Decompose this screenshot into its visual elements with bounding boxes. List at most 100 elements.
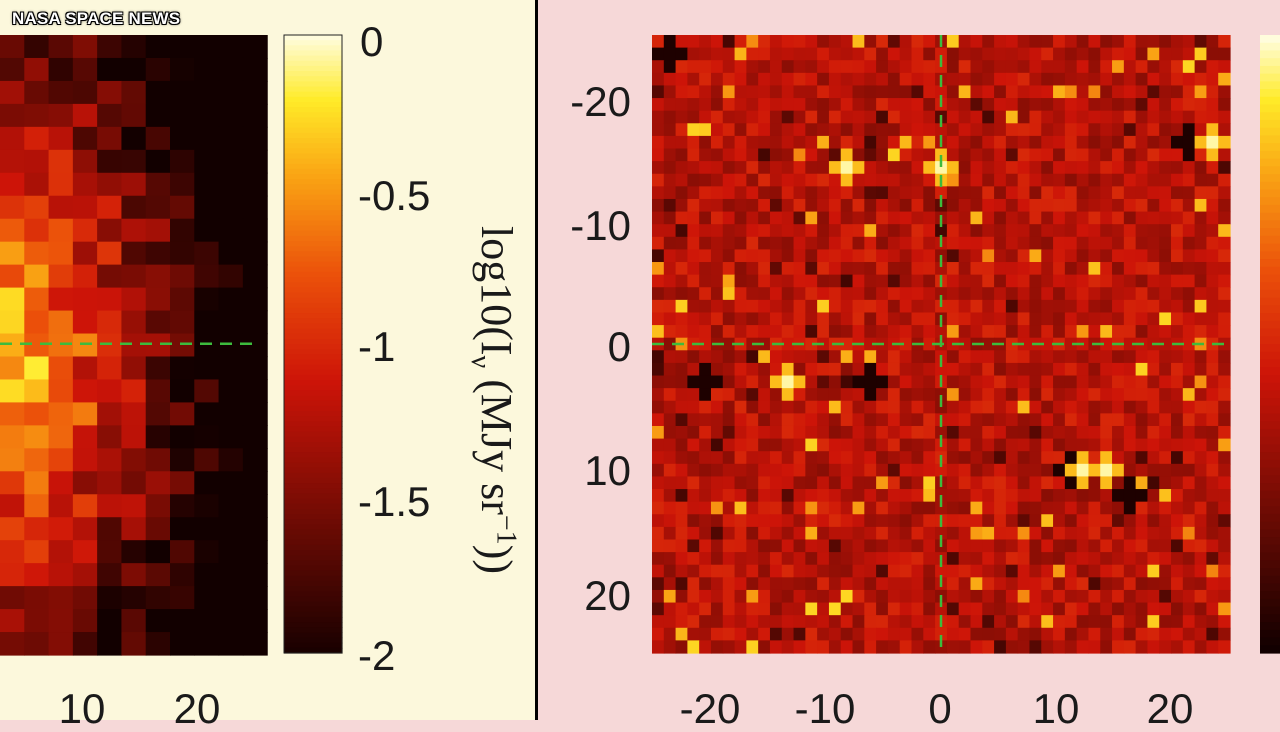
heatmap-cell — [710, 388, 724, 402]
heatmap-cell — [864, 35, 877, 49]
heatmap-cell — [793, 400, 806, 414]
heatmap-cell — [722, 552, 736, 566]
heatmap-cell — [48, 172, 74, 197]
heatmap-cell — [1159, 362, 1172, 377]
heatmap-cell — [1194, 236, 1208, 251]
heatmap-cell — [663, 539, 677, 553]
heatmap-cell — [781, 299, 795, 314]
heatmap-cell — [24, 287, 50, 312]
heatmap-cell — [864, 564, 877, 578]
heatmap-cell — [170, 517, 195, 541]
heatmap-cell — [121, 586, 147, 610]
heatmap-cell — [687, 198, 700, 213]
heatmap-cell — [1171, 362, 1184, 377]
heatmap-cell — [923, 362, 936, 377]
heatmap-cell — [652, 60, 665, 74]
heatmap-cell — [899, 375, 913, 389]
heatmap-cell — [1100, 640, 1113, 654]
heatmap-cell — [1206, 85, 1219, 99]
heatmap-cell — [699, 425, 712, 440]
heatmap-cell — [1171, 526, 1184, 541]
heatmap-cell — [1076, 72, 1090, 87]
heatmap-cell — [994, 236, 1007, 251]
heatmap-cell — [687, 577, 700, 591]
heatmap-cell — [242, 586, 268, 610]
heatmap-cell — [805, 350, 818, 364]
heatmap-cell — [935, 501, 948, 515]
heatmap-cell — [1053, 110, 1066, 124]
heatmap-cell — [1017, 110, 1031, 124]
heatmap-cell — [923, 577, 936, 591]
heatmap-cell — [817, 438, 830, 452]
heatmap-cell — [1053, 350, 1066, 364]
colorbar-band — [284, 416, 343, 422]
heatmap-cell — [805, 186, 818, 200]
heatmap-cell — [1100, 211, 1113, 225]
heatmap-cell — [994, 564, 1007, 578]
heatmap-cell — [710, 236, 724, 251]
heatmap-cell — [805, 451, 818, 465]
heatmap-cell — [946, 173, 960, 187]
heatmap-cell — [887, 135, 901, 150]
heatmap-cell — [1206, 35, 1219, 49]
heatmap-cell — [1218, 589, 1231, 604]
heatmap-cell — [652, 489, 665, 503]
right-heatmap — [652, 35, 1231, 654]
colorbar-band — [284, 596, 343, 603]
heatmap-cell — [48, 402, 74, 426]
heatmap-cell — [145, 563, 171, 587]
heatmap-cell — [758, 640, 771, 654]
heatmap-cell — [699, 299, 712, 314]
heatmap-cell — [1076, 526, 1090, 541]
heatmap-cell — [970, 539, 983, 553]
heatmap-cell — [911, 249, 924, 263]
heatmap-cell — [746, 552, 759, 566]
heatmap-cell — [1112, 501, 1125, 515]
heatmap-cell — [1182, 161, 1196, 175]
heatmap-cell — [722, 186, 736, 200]
heatmap-cell — [946, 72, 960, 87]
heatmap-cell — [946, 274, 960, 288]
heatmap-cell — [1123, 577, 1137, 591]
heatmap-cell — [828, 299, 842, 314]
heatmap-cell — [758, 98, 771, 112]
heatmap-cell — [887, 400, 901, 414]
heatmap-cell — [72, 35, 98, 59]
heatmap-cell — [769, 249, 783, 263]
heatmap-cell — [899, 388, 913, 402]
heatmap-cell — [1029, 501, 1042, 515]
heatmap-cell — [1017, 425, 1031, 440]
heatmap-cell — [840, 72, 854, 87]
heatmap-cell — [121, 287, 147, 312]
heatmap-cell — [663, 362, 677, 377]
heatmap-cell — [899, 47, 913, 61]
heatmap-cell — [923, 186, 936, 200]
heatmap-cell — [242, 540, 268, 564]
heatmap-cell — [994, 627, 1007, 641]
heatmap-cell — [1206, 463, 1219, 478]
heatmap-cell — [1112, 72, 1125, 87]
heatmap-cell — [1112, 161, 1125, 175]
heatmap-cell — [145, 425, 171, 449]
heatmap-cell — [1218, 161, 1231, 175]
colorbar-band — [284, 616, 343, 623]
heatmap-cell — [781, 211, 795, 225]
heatmap-cell — [652, 362, 665, 377]
colorbar-band — [1260, 81, 1280, 90]
heatmap-cell — [746, 362, 759, 377]
colorbar-band — [284, 647, 343, 654]
heatmap-cell — [887, 476, 901, 490]
heatmap-cell — [663, 552, 677, 566]
heatmap-cell — [663, 211, 677, 225]
heatmap-cell — [687, 35, 700, 49]
heatmap-cell — [1171, 325, 1184, 339]
heatmap-cell — [1159, 489, 1172, 503]
heatmap-cell — [1218, 249, 1231, 263]
heatmap-cell — [121, 333, 147, 358]
heatmap-cell — [218, 333, 244, 358]
heatmap-cell — [1064, 123, 1078, 137]
heatmap-cell — [923, 98, 936, 112]
heatmap-cell — [1029, 375, 1042, 389]
heatmap-cell — [1147, 211, 1160, 225]
heatmap-cell — [687, 438, 700, 452]
